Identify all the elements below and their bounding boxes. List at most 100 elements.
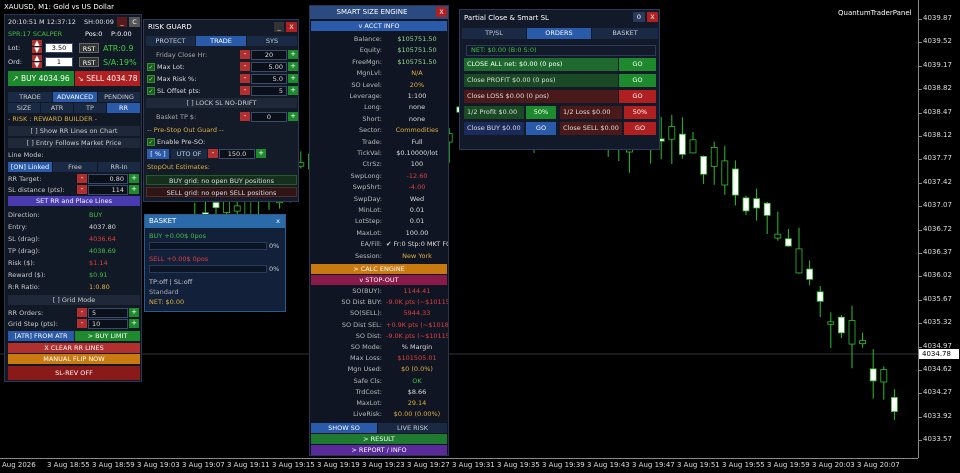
tab-protect[interactable]: PROTECT bbox=[146, 36, 195, 46]
uto-minus-button[interactable]: - bbox=[208, 149, 218, 158]
buy-limit-button[interactable]: > BUY LIMIT bbox=[75, 331, 140, 341]
stop-out-header[interactable]: v STOP-OUT bbox=[311, 275, 447, 285]
sl-distance-plus-button[interactable]: + bbox=[129, 185, 139, 194]
close-buy-go-button[interactable]: GO bbox=[526, 122, 556, 135]
grid-step-input[interactable]: 10 bbox=[88, 319, 128, 329]
friday-minus-button[interactable]: - bbox=[240, 50, 250, 59]
live-risk-button[interactable]: LIVE RISK bbox=[378, 423, 447, 433]
max-risk-checkbox[interactable]: ✓ bbox=[147, 75, 155, 83]
atr-from-button[interactable]: [ATR] FROM ATR bbox=[8, 331, 74, 341]
max-lot-checkbox[interactable]: ✓ bbox=[147, 63, 155, 71]
max-risk-input[interactable]: 5.0 bbox=[251, 74, 287, 84]
tab-basket[interactable]: BASKET bbox=[592, 28, 658, 39]
ord-up-button[interactable]: ▲ bbox=[32, 55, 42, 62]
sl-offset-plus-button[interactable]: + bbox=[288, 86, 298, 95]
max-lot-minus-button[interactable]: - bbox=[240, 62, 250, 71]
sl-offset-checkbox[interactable]: ✓ bbox=[147, 87, 155, 95]
candle-body bbox=[710, 146, 718, 167]
close-sell-go-button[interactable]: GO bbox=[624, 122, 656, 135]
friday-close-input[interactable]: 20 bbox=[251, 50, 287, 60]
minimize-button[interactable]: _ bbox=[117, 17, 127, 27]
close-panel-button[interactable]: C bbox=[129, 17, 140, 27]
uto-input[interactable]: 150.0 bbox=[219, 149, 255, 159]
max-lot-input[interactable]: 5.00 bbox=[251, 62, 287, 72]
close-profit-go-button[interactable]: GO bbox=[619, 74, 656, 87]
lock-sl-toggle[interactable]: [ ] LOCK SL NO-DRIFT bbox=[146, 98, 297, 108]
sl-distance-minus-button[interactable]: - bbox=[77, 185, 87, 194]
rr-target-minus-button[interactable]: - bbox=[77, 174, 87, 183]
ord-down-button[interactable]: ▼ bbox=[32, 62, 42, 69]
set-rr-button[interactable]: SET RR and Place Lines bbox=[8, 196, 140, 206]
grid-step-plus-button[interactable]: + bbox=[129, 319, 139, 328]
clear-rr-button[interactable]: X CLEAR RR LINES bbox=[8, 343, 140, 353]
partial-close-close-icon[interactable]: X bbox=[647, 12, 658, 22]
buy-grid-status: BUY grid: no open BUY positions bbox=[146, 175, 297, 185]
show-so-button[interactable]: SHOW SO bbox=[311, 423, 377, 433]
rr-orders-plus-button[interactable]: + bbox=[129, 308, 139, 317]
rr-target-input[interactable]: 0.80 bbox=[88, 174, 128, 184]
max-lot-plus-button[interactable]: + bbox=[288, 62, 298, 71]
risk-guard-minimize[interactable]: _ bbox=[274, 22, 284, 32]
sl-offset-input[interactable]: 5 bbox=[251, 86, 287, 96]
basket-tp-plus-button[interactable]: + bbox=[288, 112, 298, 121]
tab-size[interactable]: SIZE bbox=[8, 103, 40, 113]
risk-guard-close-icon[interactable]: X bbox=[286, 22, 297, 32]
pl-label: P:0.00 bbox=[111, 30, 132, 38]
half-loss-button[interactable]: 50% bbox=[624, 106, 656, 119]
report-info-header[interactable]: > REPORT / INFO bbox=[311, 445, 447, 455]
lot-down-button[interactable]: ▼ bbox=[32, 47, 42, 54]
lot-reset-button[interactable]: RST bbox=[79, 43, 99, 53]
rr-orders-minus-button[interactable]: - bbox=[77, 308, 87, 317]
uto-plus-button[interactable]: + bbox=[256, 149, 266, 158]
rr-target-plus-button[interactable]: + bbox=[129, 174, 139, 183]
tab-trade[interactable]: TRADE bbox=[8, 92, 52, 102]
tab-atr[interactable]: ATR bbox=[41, 103, 73, 113]
tab-rr[interactable]: RR bbox=[107, 103, 140, 113]
grid-mode-toggle[interactable]: [ ] Grid Mode bbox=[8, 295, 140, 305]
orders-reset-button[interactable]: RST bbox=[79, 57, 99, 67]
line-mode-rrin[interactable]: RR-In bbox=[98, 162, 140, 172]
sl-distance-input[interactable]: 114 bbox=[88, 185, 128, 195]
tab-tpsl[interactable]: TP/SL bbox=[462, 28, 526, 39]
entry-follows-toggle[interactable]: [ ] Entry Follows Market Price bbox=[8, 138, 140, 148]
tab-sys[interactable]: SYS bbox=[247, 36, 297, 46]
tab-orders[interactable]: ORDERS bbox=[527, 28, 591, 39]
acct-info-header[interactable]: v ACCT INFO bbox=[311, 21, 447, 31]
lot-input[interactable]: 3.50 bbox=[45, 43, 73, 53]
manual-flip-button[interactable]: MANUAL FLIP NOW bbox=[8, 354, 140, 364]
lot-up-button[interactable]: ▲ bbox=[32, 40, 42, 47]
enable-pre-so-checkbox[interactable]: ✓ bbox=[147, 138, 155, 146]
orders-label: Ord: bbox=[8, 58, 22, 66]
line-mode-free[interactable]: Free bbox=[53, 162, 97, 172]
sse-close-icon[interactable]: X bbox=[436, 7, 447, 17]
basket-tp-input[interactable]: 0 bbox=[251, 112, 287, 122]
basket-tp-minus-button[interactable]: - bbox=[240, 112, 250, 121]
friday-plus-button[interactable]: + bbox=[288, 50, 298, 59]
calc-engine-header[interactable]: > CALC ENGINE bbox=[311, 264, 447, 274]
line-mode-linked[interactable]: [ON] Linked bbox=[8, 162, 52, 172]
rr-orders-input[interactable]: 5 bbox=[88, 308, 128, 318]
acct-row-label: MaxLot: bbox=[356, 228, 382, 237]
orders-input[interactable]: 1 bbox=[45, 57, 73, 67]
sl-offset-minus-button[interactable]: - bbox=[240, 86, 250, 95]
rr-target-label: RR Target: bbox=[8, 175, 42, 183]
sell-button[interactable]: ↘ SELL 4034.78 bbox=[75, 71, 140, 86]
uto-of-button[interactable]: UTO OF bbox=[171, 149, 207, 159]
max-risk-minus-button[interactable]: - bbox=[240, 74, 250, 83]
grid-step-minus-button[interactable]: - bbox=[77, 319, 87, 328]
tab-trade-guard[interactable]: TRADE bbox=[196, 36, 246, 46]
buy-button[interactable]: ↗ BUY 4034.96 bbox=[8, 71, 74, 86]
max-risk-plus-button[interactable]: + bbox=[288, 74, 298, 83]
close-all-go-button[interactable]: GO bbox=[619, 58, 656, 71]
show-rr-lines-toggle[interactable]: [ ] Show RR Lines on Chart bbox=[8, 126, 140, 136]
tab-tp[interactable]: TP bbox=[74, 103, 106, 113]
close-loss-go-button[interactable]: GO bbox=[619, 90, 656, 103]
tab-pending[interactable]: PENDING bbox=[98, 92, 140, 102]
tab-advanced[interactable]: ADVANCED bbox=[53, 92, 97, 102]
half-profit-button[interactable]: 50% bbox=[526, 106, 556, 119]
price-tick bbox=[919, 89, 922, 91]
sl-rev-button[interactable]: SL-REV OFF bbox=[8, 366, 140, 380]
pct-mode-button[interactable]: [ % ] bbox=[147, 149, 169, 159]
result-header[interactable]: > RESULT bbox=[311, 434, 447, 444]
basket-close-icon[interactable]: x bbox=[276, 217, 280, 225]
